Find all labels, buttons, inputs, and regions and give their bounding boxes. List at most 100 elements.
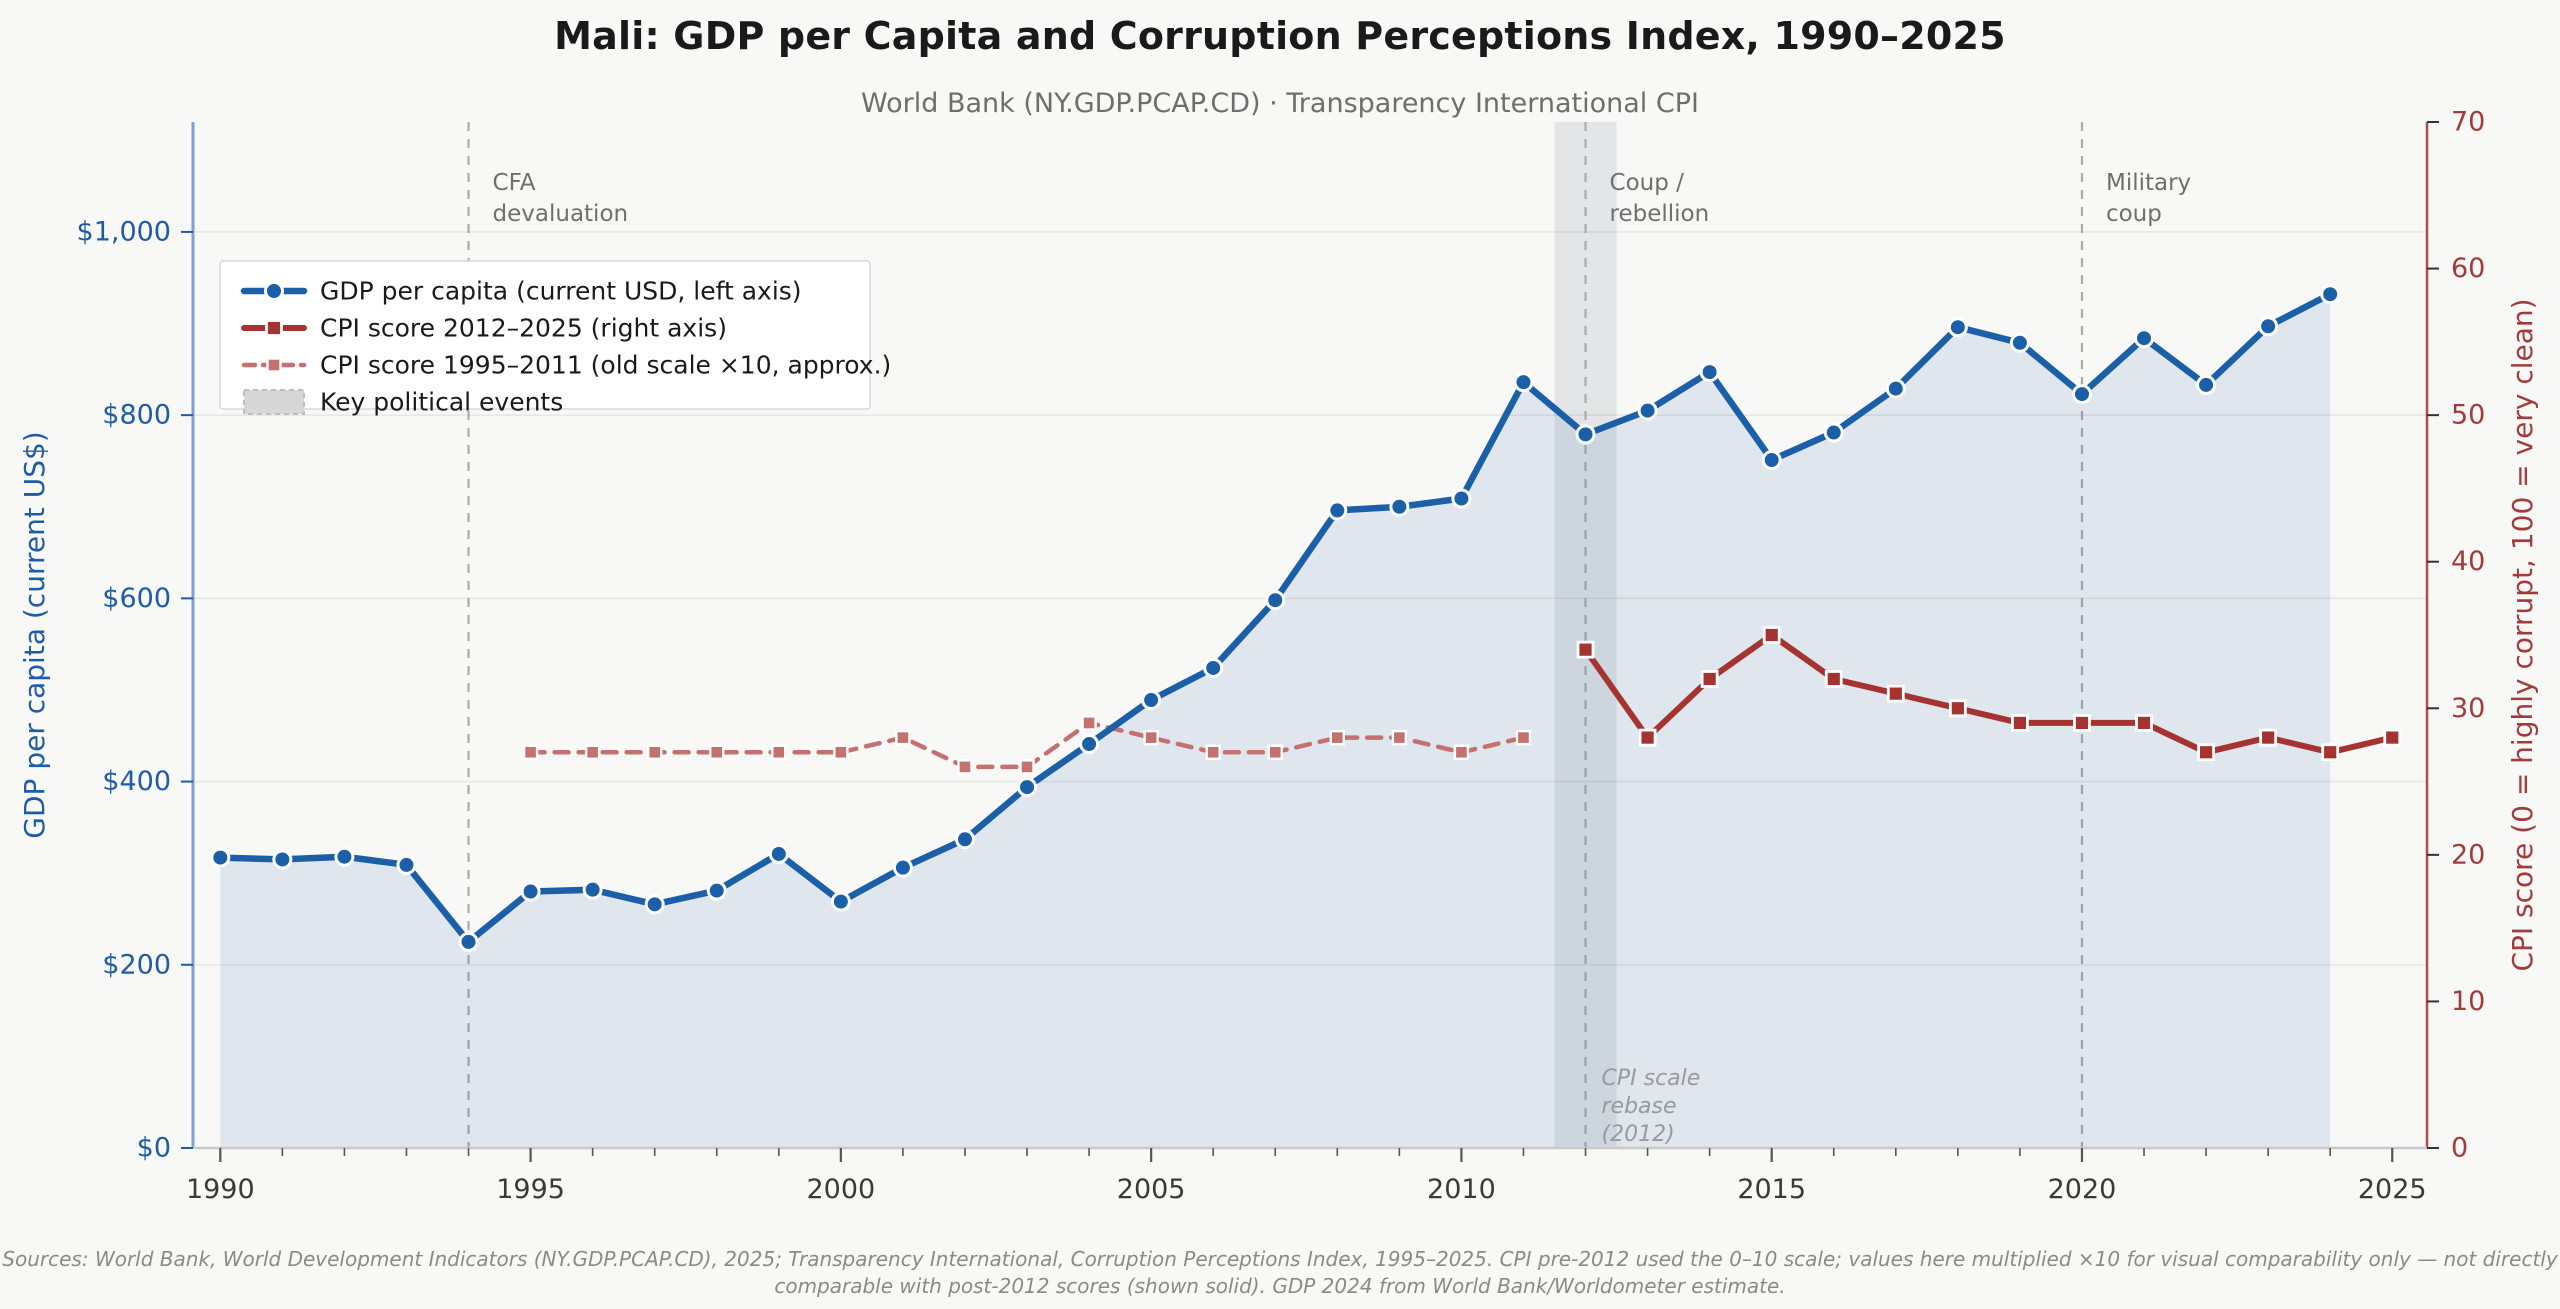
- cpi_new-point: [2135, 714, 2153, 732]
- legend-box: [219, 260, 871, 410]
- cpi_new-point: [2383, 728, 2402, 747]
- event-label: Coup / rebellion: [1610, 170, 1710, 227]
- cpi_old-point: [1205, 744, 1221, 760]
- cpi_new-point: [2011, 714, 2029, 732]
- left-tick-label: $0: [137, 1133, 171, 1164]
- cpi_old-series: [522, 715, 1532, 775]
- cpi_old-point: [584, 744, 601, 760]
- legend: GDP per capita (current USD, left axis) C…: [219, 260, 891, 417]
- gdp-point: [954, 829, 975, 850]
- gdp-point: [706, 880, 727, 901]
- gdp-point: [1699, 362, 1720, 383]
- gdp-point: [1823, 422, 1844, 443]
- gdp-point: [396, 854, 417, 875]
- cpi_new-point: [2073, 714, 2091, 732]
- right-tick-label: 40: [2451, 546, 2485, 577]
- left-axis: $0 $200 $400 $600 $800 $1,000 GDP per capita (…: [18, 216, 193, 1164]
- left-tick-label: $200: [102, 949, 171, 980]
- source-note-line-1: Sources: World Bank, World Development I…: [2, 1247, 2558, 1271]
- cpi_old-point: [1143, 729, 1159, 746]
- gdp-point: [1389, 496, 1410, 517]
- legend-patch-swatch: [243, 389, 305, 415]
- event-label: Military coup: [2106, 170, 2191, 227]
- gdp-point: [1265, 590, 1286, 611]
- legend-entry: CPI score 2012–2025 (right axis): [241, 314, 727, 343]
- right-tick-label: 50: [2451, 400, 2485, 431]
- annotation-cpi-rebase: CPI scale rebase (2012): [1602, 1066, 1701, 1147]
- cpi_old-point: [1515, 729, 1532, 746]
- legend-label: CPI score 2012–2025 (right axis): [320, 314, 727, 343]
- gdp-point: [1327, 500, 1348, 521]
- cpi_new-point: [1886, 684, 1905, 703]
- cpi_new-point: [2259, 728, 2278, 747]
- cpi_old-point: [957, 759, 973, 775]
- left-tick-label: $800: [102, 400, 171, 431]
- cpi_old-point: [522, 744, 539, 760]
- gdp-point: [2196, 374, 2217, 395]
- cpi_new-point: [2321, 743, 2340, 762]
- gdp-point: [2320, 284, 2341, 305]
- event-markers: CFA devaluation Coup / rebellion Military cou…: [467, 122, 2191, 1148]
- legend-label: CPI score 1995–2011 (old scale ×10, appr…: [320, 351, 891, 380]
- legend-label: GDP per capita (current USD, left axis): [320, 277, 802, 306]
- left-tick-label: $600: [102, 583, 171, 614]
- x-tick-label: 1995: [496, 1174, 565, 1205]
- gdp-point: [1203, 657, 1224, 678]
- left-axis-label: GDP per capita (current US$): [18, 431, 51, 838]
- gdp-point: [1451, 488, 1472, 509]
- x-tick-label: 2020: [2048, 1174, 2117, 1205]
- cpi_old-point: [1391, 729, 1408, 746]
- gdp-point: [1141, 690, 1162, 711]
- cpi_old-point: [1329, 729, 1346, 746]
- gdp-point: [272, 849, 293, 870]
- cpi_old-point: [771, 744, 787, 760]
- legend-entry: CPI score 1995–2011 (old scale ×10, appr…: [241, 351, 891, 380]
- cpi_old-point: [646, 744, 663, 760]
- cpi_new-point: [1824, 670, 1843, 688]
- legend-marker: [264, 281, 284, 301]
- x-tick-label: 1990: [186, 1174, 255, 1205]
- cpi_new-point: [1700, 670, 1719, 688]
- x-tick-label: 2010: [1427, 1174, 1496, 1205]
- cpi_old-point: [1267, 744, 1283, 760]
- cpi_new-line: [1582, 632, 2396, 756]
- gdp-point: [458, 931, 479, 952]
- gdp-point: [1637, 400, 1658, 421]
- gdp-point: [520, 881, 541, 902]
- cpi_old-point: [709, 744, 725, 760]
- legend-entry: GDP per capita (current USD, left axis): [240, 277, 802, 306]
- gdp-point: [2009, 332, 2030, 353]
- right-tick-label: 30: [2451, 693, 2485, 724]
- gdp-series: [210, 284, 2341, 952]
- chart-subtitle: World Bank (NY.GDP.PCAP.CD) · Transparen…: [861, 88, 1699, 119]
- gdp-point: [644, 894, 665, 915]
- cpi_new-point: [1638, 728, 1657, 747]
- x-tick-label: 2000: [807, 1174, 876, 1205]
- cpi_old-point: [895, 729, 911, 746]
- cpi_old-point: [1453, 744, 1470, 760]
- x-tick-label: 2025: [2358, 1174, 2427, 1205]
- legend-label: Key political events: [320, 388, 563, 417]
- chart-title: Mali: GDP per Capita and Corruption Perc…: [554, 14, 2006, 58]
- cpi_new-series: [1576, 626, 2402, 762]
- gdp-point: [892, 857, 913, 878]
- gdp-point: [582, 879, 603, 900]
- cpi_old-point: [833, 744, 849, 760]
- right-tick-label: 10: [2451, 986, 2485, 1017]
- cpi_new-point: [2197, 743, 2215, 762]
- cpi_new-point: [1762, 626, 1781, 644]
- x-tick-label: 2005: [1117, 1174, 1186, 1205]
- cpi_new-point: [1576, 640, 1595, 659]
- x-tick-label: 2015: [1737, 1174, 1806, 1205]
- gdp-point: [830, 891, 851, 912]
- left-tick-label: $1,000: [77, 216, 171, 247]
- gdp-point: [1947, 317, 1968, 338]
- gdp-point: [210, 847, 231, 868]
- gdp-point: [1017, 777, 1038, 798]
- legend-marker: [266, 357, 282, 373]
- gdp-point: [1761, 450, 1782, 471]
- gdp-point: [334, 846, 355, 867]
- legend-entry: Key political events: [243, 388, 563, 417]
- right-axis: 0 10 20 30 40 50 60 70 CPI score (0 = highly cor…: [2427, 107, 2539, 1164]
